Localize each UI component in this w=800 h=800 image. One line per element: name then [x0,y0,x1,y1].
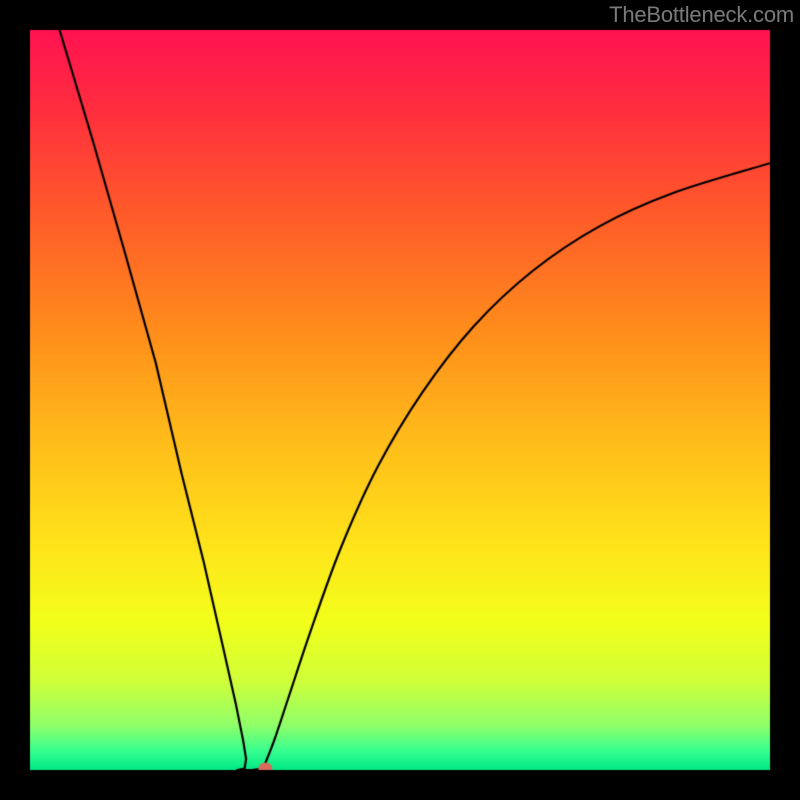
bottleneck-chart-canvas [0,0,800,800]
watermark-text: TheBottleneck.com [609,2,794,28]
